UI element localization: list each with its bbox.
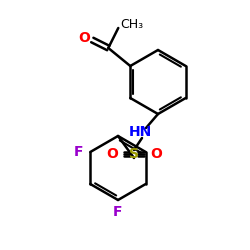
Text: S: S [129, 147, 139, 161]
Text: F: F [113, 205, 123, 219]
Text: F: F [74, 145, 83, 159]
Text: O: O [106, 147, 118, 161]
Text: CH₃: CH₃ [121, 18, 144, 30]
Text: HN: HN [128, 125, 152, 139]
Text: O: O [150, 147, 162, 161]
Text: O: O [78, 31, 90, 45]
